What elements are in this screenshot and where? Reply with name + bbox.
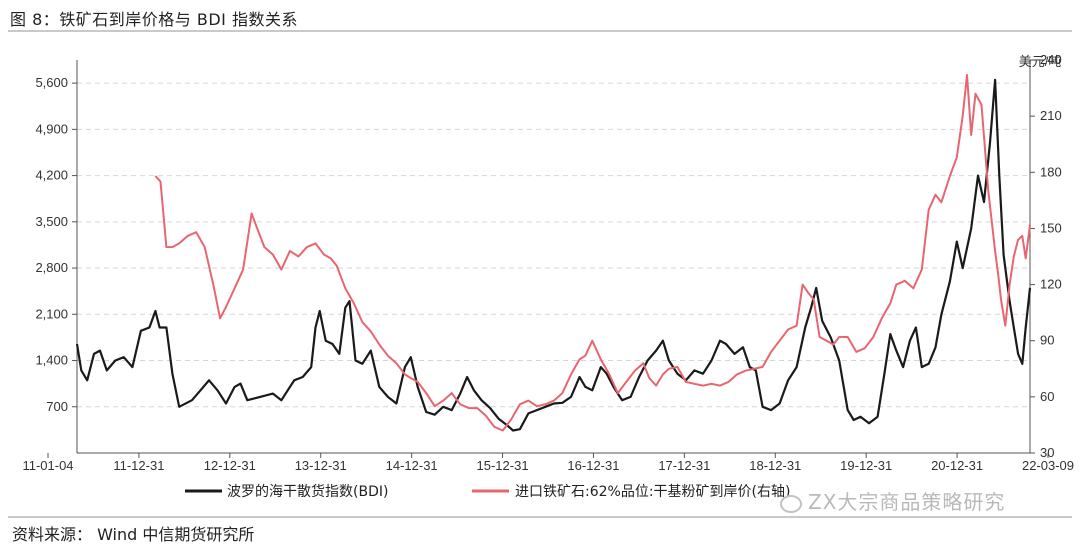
left-tick-label: 2,800 xyxy=(35,260,68,275)
x-tick-label: 17-12-31 xyxy=(658,458,710,473)
x-axis: 11-01-04 11-12-31 12-12-31 13-12-31 14-12-31… xyxy=(22,452,1074,473)
x-tick-label: 18-12-31 xyxy=(749,458,801,473)
series-line-iron-ore xyxy=(154,74,1031,432)
gridlines xyxy=(77,82,1030,408)
series-layer xyxy=(75,74,1032,432)
left-tick-label: 5,600 xyxy=(35,75,68,90)
right-tick-label: 120 xyxy=(1040,277,1062,292)
right-tick-label: 150 xyxy=(1040,220,1062,235)
x-tick-label: 11-12-31 xyxy=(113,458,164,473)
left-tick-label: 2,100 xyxy=(35,306,68,321)
bottom-divider xyxy=(8,516,1072,518)
right-axis-unit-label: 美元/吨 xyxy=(1019,54,1062,69)
legend: 波罗的海干散货指数(BDI) 进口铁矿石:62%品位:干基粉矿到岸价(右轴) xyxy=(185,483,790,500)
x-tick-label: 12-12-31 xyxy=(204,458,256,473)
right-axis-ticks: 30 60 90 120 150 180 210 240 xyxy=(1029,52,1062,460)
x-tick-label: 11-01-04 xyxy=(22,458,73,473)
x-tick-label: 22-03-09 xyxy=(1022,458,1074,473)
left-tick-label: 4,900 xyxy=(35,121,68,136)
top-divider xyxy=(8,30,1072,32)
x-tick-label: 13-12-31 xyxy=(295,458,347,473)
x-tick-label: 19-12-31 xyxy=(840,458,892,473)
x-tick-label: 15-12-31 xyxy=(477,458,529,473)
right-tick-label: 60 xyxy=(1040,389,1054,404)
wechat-logo-icon xyxy=(780,494,802,513)
right-tick-label: 210 xyxy=(1040,108,1062,123)
x-tick-label: 16-12-31 xyxy=(567,458,619,473)
series-line-bdi xyxy=(75,78,1032,432)
source-note: 资料来源： Wind 中信期货研究所 xyxy=(12,525,255,544)
right-tick-label: 90 xyxy=(1040,333,1054,348)
left-tick-label: 700 xyxy=(46,399,68,414)
right-tick-label: 240 xyxy=(1040,52,1062,67)
watermark-text: ZX大宗商品策略研究 xyxy=(808,490,1006,514)
figure-title: 图 8：铁矿石到岸价格与 BDI 指数关系 xyxy=(10,10,298,29)
legend-label-bdi: 波罗的海干散货指数(BDI) xyxy=(227,483,388,500)
left-tick-label: 1,400 xyxy=(35,353,68,368)
left-tick-label: 4,200 xyxy=(35,168,68,183)
x-tick-label: 20-12-31 xyxy=(931,458,983,473)
left-axis-ticks: 700 1,400 2,100 2,800 3,500 4,200 4,900 5,600 xyxy=(35,60,78,453)
right-tick-label: 30 xyxy=(1040,445,1054,460)
legend-label-iron-ore: 进口铁矿石:62%品位:干基粉矿到岸价(右轴) xyxy=(515,483,790,500)
left-tick-label: 3,500 xyxy=(35,214,68,229)
watermark: ZX大宗商品策略研究 xyxy=(780,486,1005,515)
x-tick-label: 14-12-31 xyxy=(386,458,438,473)
right-tick-label: 180 xyxy=(1040,164,1062,179)
